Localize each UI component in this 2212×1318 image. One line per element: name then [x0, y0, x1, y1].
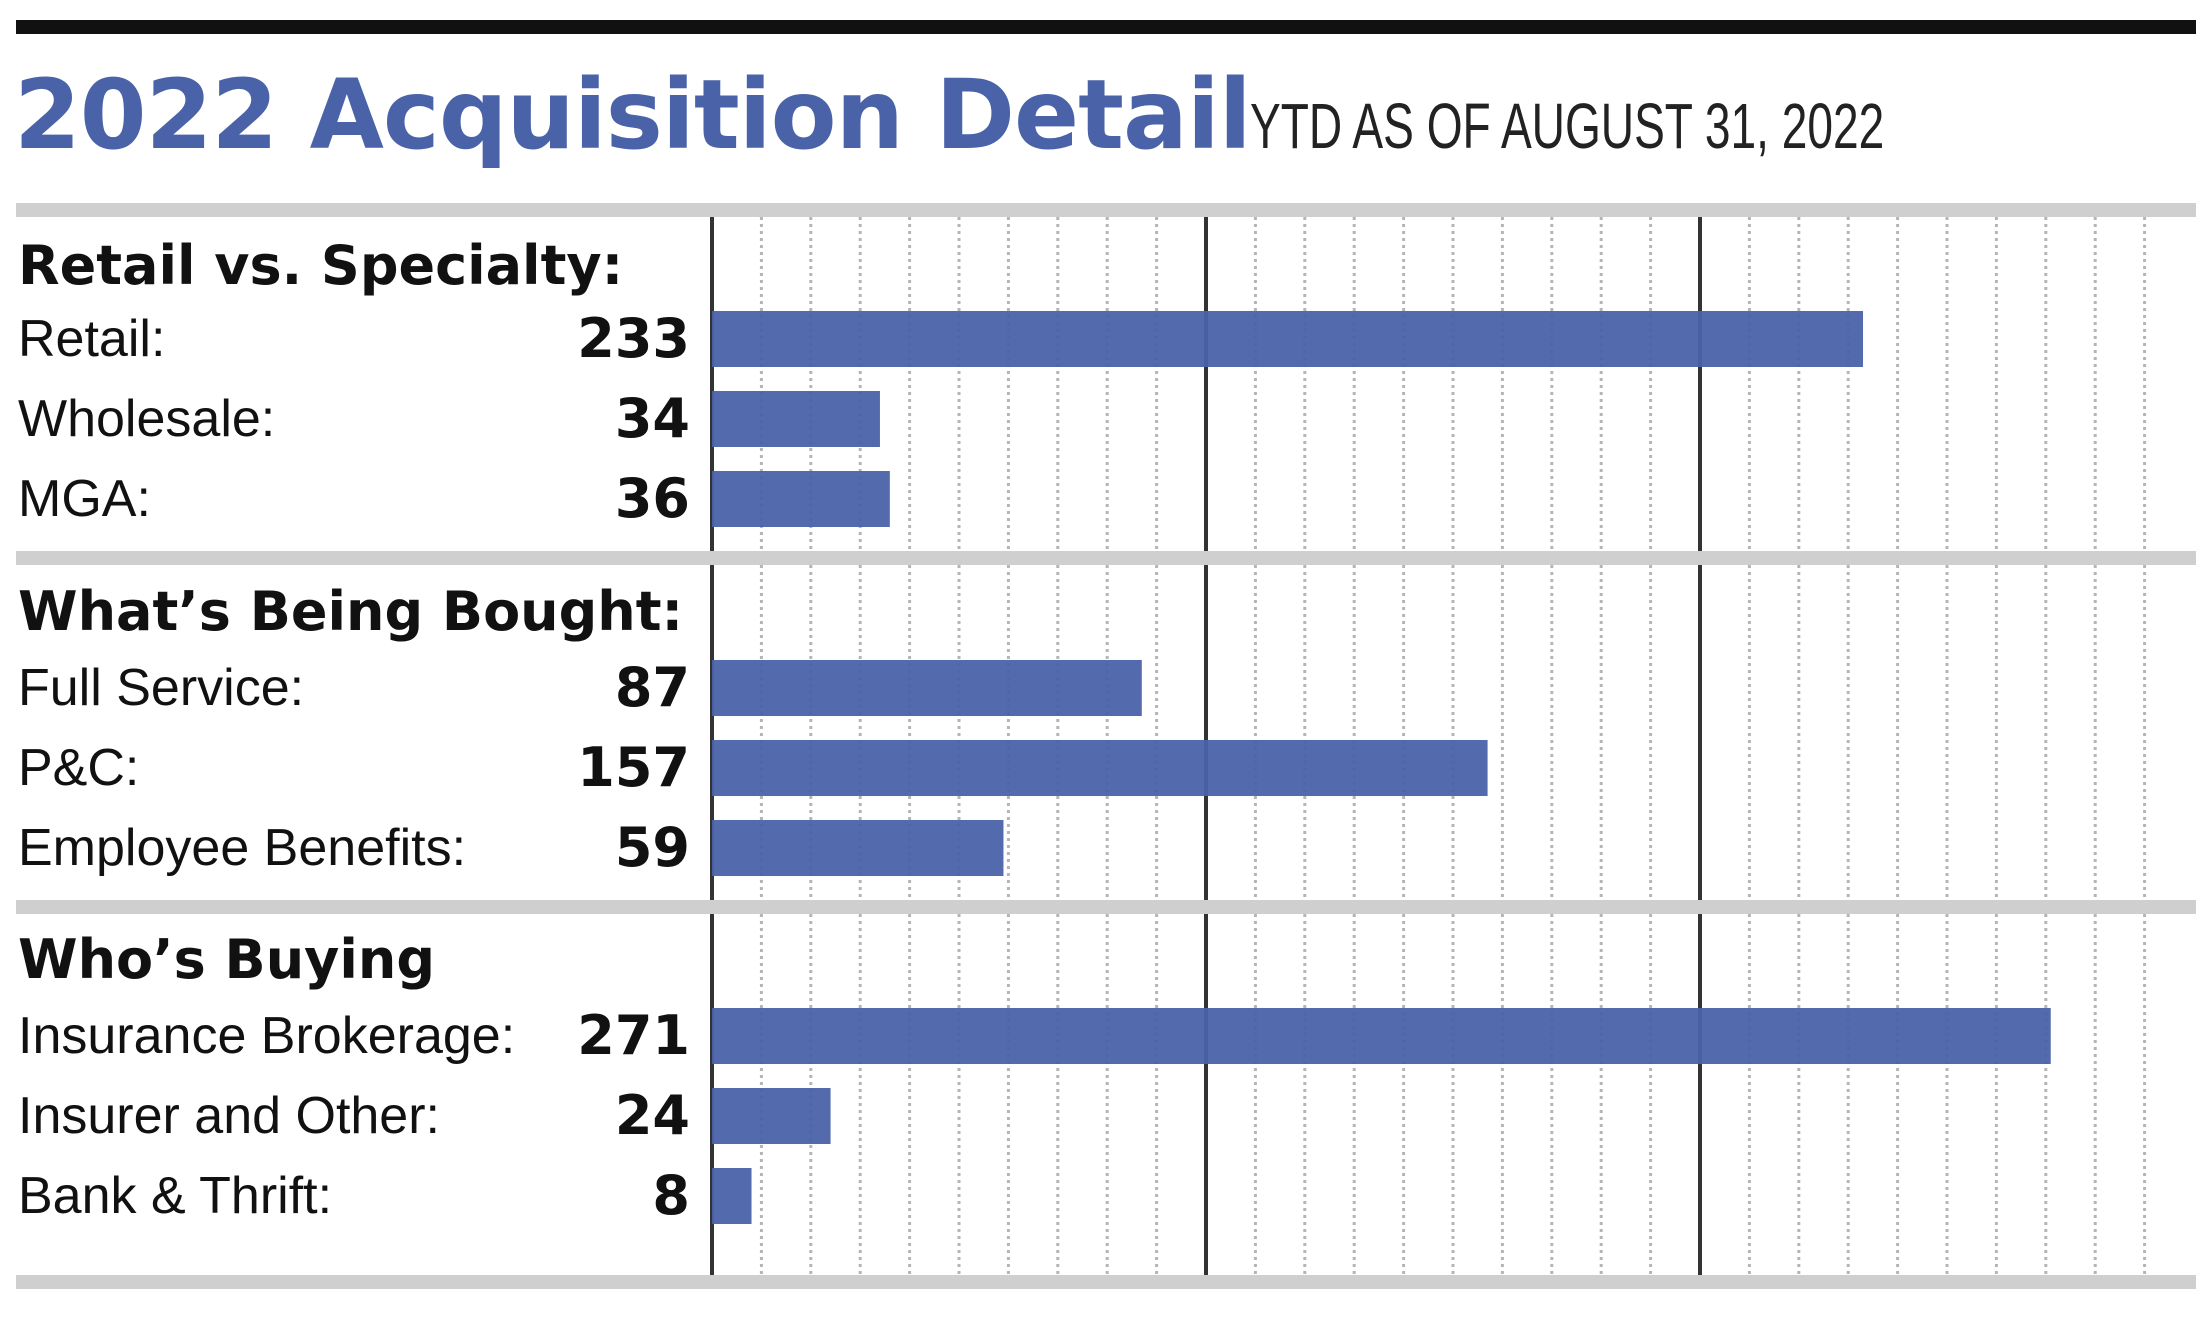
row-value-wholesale: 34: [614, 387, 690, 450]
row-value-mga: 36: [614, 467, 690, 530]
row-value-insurer-and-other: 24: [614, 1084, 690, 1147]
chart-title: 2022 Acquisition Detail: [14, 59, 1252, 171]
row-value-employee-benefits: 59: [614, 816, 690, 879]
chart-subtitle: YTD AS OF AUGUST 31, 2022: [1250, 90, 1885, 162]
row-value-retail: 233: [577, 307, 690, 370]
bar-wholesale: [712, 391, 880, 447]
bar-bank-thrift: [712, 1168, 752, 1224]
row-value-bank-and-thrift: 8: [652, 1164, 690, 1227]
group-heading-whos-buying: Who’s Buying: [18, 928, 435, 991]
bar-retail: [712, 311, 1864, 367]
row-value-p-and-c: 157: [577, 736, 690, 799]
bar-full-service: [712, 660, 1142, 716]
band-top: [16, 203, 2196, 217]
row-label-wholesale: Wholesale:: [18, 390, 276, 448]
band-bottom: [16, 1275, 2196, 1289]
band-divider-2: [16, 900, 2196, 914]
row-value-insurance-brokerage: 271: [577, 1004, 690, 1067]
row-label-full-service: Full Service:: [18, 659, 305, 717]
group-heading-whats-being-bought: What’s Being Bought:: [18, 580, 684, 643]
row-label-employee-benefits: Employee Benefits:: [18, 819, 467, 877]
row-label-insurer-and-other: Insurer and Other:: [18, 1087, 440, 1145]
row-label-mga: MGA:: [18, 470, 151, 528]
row-value-full-service: 87: [614, 656, 690, 719]
row-label-insurance-brokerage: Insurance Brokerage:: [18, 1007, 516, 1065]
bar-mga: [712, 471, 890, 527]
row-label-p-and-c: P&C:: [18, 739, 140, 797]
bar-p-c: [712, 740, 1488, 796]
top-rule: [16, 20, 2196, 34]
bar-insurance-brokerage: [712, 1008, 2051, 1064]
band-divider-1: [16, 551, 2196, 565]
row-label-retail: Retail:: [18, 310, 166, 368]
row-label-bank-and-thrift: Bank & Thrift:: [18, 1167, 333, 1225]
group-heading-retail-vs-specialty: Retail vs. Specialty:: [18, 234, 624, 297]
bar-insurer-and-other: [712, 1088, 831, 1144]
bar-employee-benefits: [712, 820, 1004, 876]
